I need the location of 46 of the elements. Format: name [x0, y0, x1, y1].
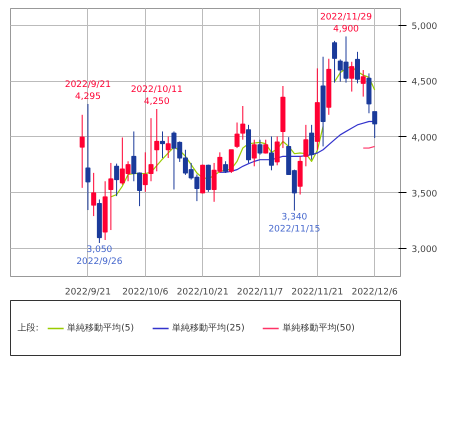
candlestick — [268, 136, 274, 171]
candlestick — [252, 139, 257, 167]
legend-label: 単純移動平均(50) — [282, 322, 355, 334]
candlestick — [263, 139, 268, 154]
y-tick-label: 4,500 — [412, 78, 438, 88]
candlestick — [257, 139, 262, 156]
candlestick — [166, 136, 171, 159]
y-tick-label: 4,000 — [412, 133, 438, 144]
candlestick — [228, 149, 234, 174]
candlestick — [80, 114, 85, 188]
candlestick — [234, 122, 240, 149]
candlestick — [108, 162, 114, 231]
candlestick — [274, 136, 280, 166]
legend-label: 単純移動平均(5) — [67, 322, 134, 334]
y-tick-label: 3,000 — [412, 245, 438, 256]
annotation: 2022/11/29 4,900 — [320, 12, 372, 34]
candlestick — [91, 172, 96, 217]
candlestick — [372, 111, 378, 139]
x-tick-label: 2022/11/7 — [236, 288, 284, 298]
legend-title: 上段: — [18, 322, 39, 334]
candlestick — [354, 51, 360, 84]
candlestick — [349, 61, 354, 92]
candlestick — [160, 130, 165, 159]
x-tick-label: 2022/10/6 — [122, 288, 169, 298]
annotation: 2022/10/11 4,250 — [130, 85, 183, 107]
annotation: 3,340 2022/11/15 — [268, 212, 320, 235]
candlestick — [240, 105, 246, 140]
candlestick — [303, 124, 308, 167]
candlestick — [114, 163, 120, 197]
annotation: 2022/9/21 4,295 — [64, 80, 112, 102]
x-tick-label: 2022/9/21 — [64, 288, 112, 298]
annotation: 3,050 2022/9/26 — [76, 245, 123, 267]
candlestick — [223, 160, 228, 174]
x-tick-label: 2022/10/21 — [176, 288, 229, 298]
candlestick — [332, 40, 338, 84]
y-tick-label: 5,000 — [412, 22, 438, 32]
candlestick — [309, 124, 314, 160]
legend-label: 単純移動平均(25) — [172, 322, 245, 334]
candlestick — [360, 70, 366, 98]
y-tick-label: 3,500 — [412, 189, 438, 200]
candlestick — [154, 108, 160, 172]
candlestick — [85, 103, 90, 211]
candlestick — [142, 152, 148, 192]
candlestick — [148, 118, 154, 182]
x-tick-label: 2022/11/21 — [291, 288, 344, 298]
x-tick-label: 2022/12/6 — [352, 288, 398, 298]
